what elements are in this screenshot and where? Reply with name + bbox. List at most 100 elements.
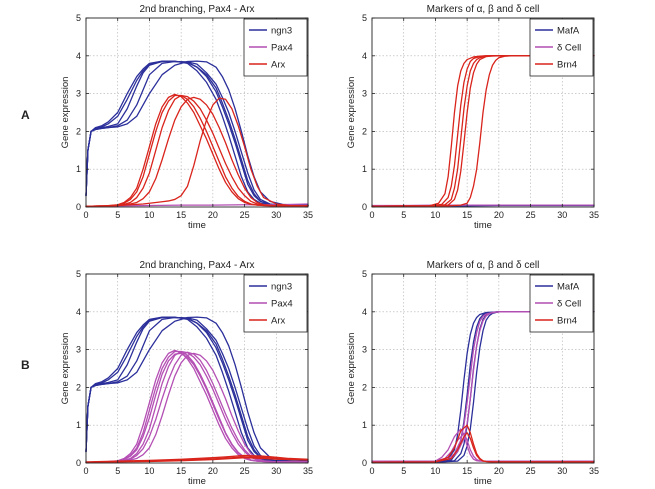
panel-label-a: A	[21, 108, 30, 122]
legend-entry: MafA	[557, 26, 580, 37]
series-arx	[85, 454, 309, 463]
x-tick-label: 30	[557, 466, 567, 476]
series-line	[371, 432, 595, 463]
series-line	[85, 60, 309, 206]
series-line	[371, 55, 595, 207]
x-tick-label: 10	[144, 466, 154, 476]
y-tick-label: 5	[362, 269, 367, 279]
chart-A-right: 0 5 10 15 20 25 30 35 0 1 2 3 4 5 Markers of α, β and …	[346, 4, 599, 231]
y-tick-label: 4	[76, 307, 81, 317]
x-tick-label: 5	[115, 466, 120, 476]
series-line	[371, 432, 595, 462]
x-tick-label: 0	[83, 466, 88, 476]
x-tick-label: 35	[589, 210, 599, 220]
x-axis-label: time	[188, 476, 206, 487]
legend-entry: MafA	[557, 282, 580, 293]
x-tick-label: 15	[462, 466, 472, 476]
y-tick-label: 2	[76, 126, 81, 136]
chart-title: 2nd branching, Pax4 - Arx	[139, 4, 254, 15]
y-tick-label: 5	[362, 13, 367, 23]
x-tick-label: 30	[271, 210, 281, 220]
x-tick-label: 35	[303, 466, 313, 476]
legend: MafA δ Cell Brn4	[529, 274, 594, 333]
legend-entry: Brn4	[557, 60, 577, 71]
x-tick-label: 30	[557, 210, 567, 220]
y-axis-label: Gene expression	[346, 333, 357, 405]
y-tick-label: 3	[76, 89, 81, 99]
y-axis-label: Gene expression	[346, 77, 357, 149]
legend: ngn3 Pax4 Arx	[243, 274, 308, 333]
x-tick-label: 30	[271, 466, 281, 476]
y-tick-label: 5	[76, 13, 81, 23]
y-tick-label: 0	[76, 458, 81, 468]
x-tick-label: 10	[144, 210, 154, 220]
chart-title: Markers of α, β and δ cell	[427, 260, 540, 271]
x-tick-label: 25	[240, 466, 250, 476]
series-brn4	[371, 55, 595, 207]
x-tick-label: 20	[208, 210, 218, 220]
y-tick-label: 1	[362, 164, 367, 174]
legend-entry: ngn3	[271, 26, 292, 37]
x-axis-label: time	[188, 220, 206, 231]
panel-label-b: B	[21, 358, 30, 372]
plot-frame	[371, 273, 595, 464]
x-tick-label: 20	[494, 210, 504, 220]
plot-frame	[85, 17, 309, 208]
series-line	[85, 97, 309, 207]
y-tick-label: 3	[362, 345, 367, 355]
x-tick-label: 10	[430, 466, 440, 476]
series-line	[85, 60, 309, 206]
series-line	[85, 316, 309, 462]
y-tick-label: 5	[76, 269, 81, 279]
chart-title: 2nd branching, Pax4 - Arx	[139, 260, 254, 271]
x-tick-label: 15	[176, 466, 186, 476]
legend: ngn3 Pax4 Arx	[243, 18, 308, 77]
series-line	[85, 60, 309, 206]
y-axis-label: Gene expression	[60, 333, 71, 405]
y-tick-label: 4	[362, 307, 367, 317]
y-tick-label: 1	[76, 420, 81, 430]
y-tick-label: 1	[76, 164, 81, 174]
legend-entry: δ Cell	[557, 299, 581, 310]
chart-title: Markers of α, β and δ cell	[427, 4, 540, 15]
series-line	[85, 93, 309, 207]
x-tick-label: 25	[526, 210, 536, 220]
y-tick-label: 0	[76, 202, 81, 212]
x-tick-label: 25	[526, 466, 536, 476]
series-ngn3	[85, 60, 309, 206]
chart-B-left: 0 5 10 15 20 25 30 35 0 1 2 3 4 5 2nd branching, Pax4 …	[60, 260, 313, 487]
series-line	[85, 94, 309, 207]
series-brn4	[371, 424, 595, 463]
y-tick-label: 3	[362, 89, 367, 99]
legend-entry: δ Cell	[557, 43, 581, 54]
legend-entry: Brn4	[557, 316, 577, 327]
x-axis-label: time	[474, 220, 492, 231]
plot-frame	[85, 273, 309, 464]
legend-entry: ngn3	[271, 282, 292, 293]
x-tick-label: 0	[369, 210, 374, 220]
x-tick-label: 15	[176, 210, 186, 220]
y-tick-label: 0	[362, 202, 367, 212]
legend: MafA δ Cell Brn4	[529, 18, 594, 77]
y-tick-label: 2	[76, 382, 81, 392]
y-tick-label: 2	[362, 126, 367, 136]
x-tick-label: 15	[462, 210, 472, 220]
x-tick-label: 20	[494, 466, 504, 476]
y-tick-label: 4	[362, 51, 367, 61]
series-arx	[85, 93, 309, 207]
legend-entry: Pax4	[271, 299, 293, 310]
x-tick-label: 5	[401, 466, 406, 476]
x-tick-label: 10	[430, 210, 440, 220]
y-tick-label: 3	[76, 345, 81, 355]
legend-entry: Arx	[271, 60, 286, 71]
series-line	[85, 96, 309, 207]
x-tick-label: 0	[369, 466, 374, 476]
legend-entry: Pax4	[271, 43, 293, 54]
y-tick-label: 2	[362, 382, 367, 392]
plot-frame	[371, 17, 595, 208]
x-tick-label: 5	[115, 210, 120, 220]
series-line	[85, 457, 309, 463]
x-tick-label: 25	[240, 210, 250, 220]
